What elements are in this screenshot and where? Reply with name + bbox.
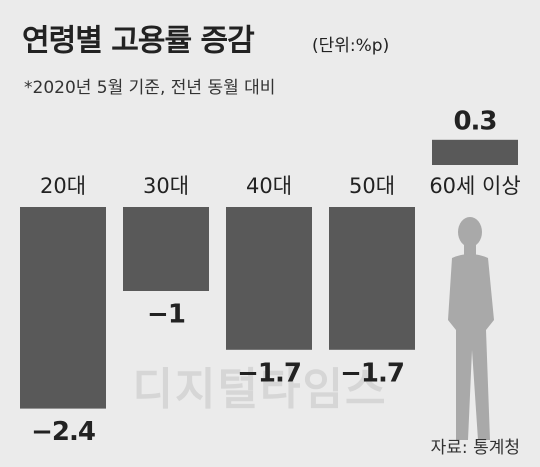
x-tick-label: 30대 bbox=[143, 174, 189, 198]
watermark: 디지털타임스 bbox=[133, 364, 388, 415]
chart-note: *2020년 5월 기준, 전년 동월 대비 bbox=[24, 78, 275, 98]
value-label: −1.7 bbox=[237, 358, 301, 388]
chart-title: 연령별 고용률 증감 bbox=[22, 24, 255, 59]
chart-subtitle: (단위:%p) bbox=[312, 36, 389, 56]
value-label: −1 bbox=[147, 300, 185, 330]
bar bbox=[432, 139, 518, 165]
x-tick-label: 20대 bbox=[40, 174, 86, 198]
source: 자료: 통계청 bbox=[431, 438, 520, 458]
x-tick-label: 50대 bbox=[349, 174, 395, 198]
bar bbox=[226, 207, 312, 350]
bar bbox=[20, 207, 106, 409]
value-label: 0.3 bbox=[453, 106, 496, 136]
value-label: −1.7 bbox=[340, 358, 404, 388]
bar bbox=[123, 207, 209, 291]
x-tick-label: 60세 이상 bbox=[429, 174, 520, 198]
silhouette bbox=[448, 217, 494, 440]
x-tick-label: 40대 bbox=[246, 174, 292, 198]
value-label: −2.4 bbox=[31, 417, 95, 447]
bar bbox=[329, 207, 415, 350]
